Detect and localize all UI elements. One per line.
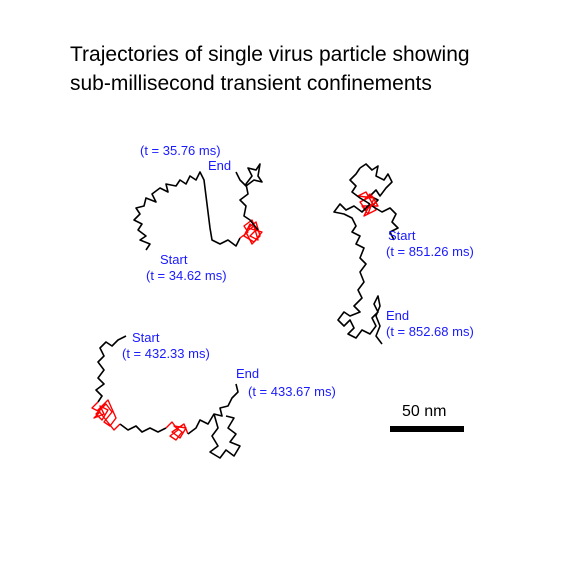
trajectory-2-end-time: (t = 852.68 ms) xyxy=(386,324,474,339)
trajectory-1-end-time: (t = 35.76 ms) xyxy=(140,143,221,158)
trajectory-3-path-mid xyxy=(119,423,167,433)
trajectory-3-start-time: (t = 432.33 ms) xyxy=(122,346,210,361)
scale-bar: 50 nm xyxy=(390,403,464,432)
trajectory-1-start-time: (t = 34.62 ms) xyxy=(146,268,227,283)
trajectory-2-path xyxy=(333,167,399,345)
trajectory-3-end-label: End xyxy=(236,366,259,381)
trajectory-3-confinement-1 xyxy=(91,399,121,431)
trajectory-1-path-tail xyxy=(235,163,263,231)
trajectory-1-path xyxy=(133,171,241,251)
trajectory-2-start-time: (t = 851.26 ms) xyxy=(386,244,474,259)
trajectory-3-path-start xyxy=(95,335,127,403)
scale-bar-line xyxy=(390,426,464,432)
figure-title: Trajectories of single virus particle sh… xyxy=(70,40,550,98)
scale-bar-label: 50 nm xyxy=(402,403,446,420)
trajectory-1-start-label: Start xyxy=(160,252,188,267)
trajectory-3-end-time: (t = 433.67 ms) xyxy=(248,384,336,399)
trajectory-1-end-label: End xyxy=(208,158,231,173)
title-line-1: Trajectories of single virus particle sh… xyxy=(70,43,470,66)
trajectory-2: Start (t = 851.26 ms) End (t = 852.68 ms… xyxy=(333,163,474,345)
trajectory-3: Start (t = 432.33 ms) End (t = 433.67 ms… xyxy=(91,330,336,459)
trajectory-3-start-label: Start xyxy=(132,330,160,345)
trajectory-3-confinement-2 xyxy=(165,421,189,441)
trajectory-2-end-label: End xyxy=(386,308,409,323)
trajectory-2-start-label: Start xyxy=(388,228,416,243)
trajectory-1: (t = 35.76 ms) End Start (t = 34.62 ms) xyxy=(133,143,263,283)
trajectory-1-confinement xyxy=(239,219,263,245)
trajectory-2-confinement xyxy=(357,191,379,217)
trajectory-3-path-end xyxy=(187,383,241,459)
title-line-2: sub-millisecond transient confinements xyxy=(70,72,432,95)
